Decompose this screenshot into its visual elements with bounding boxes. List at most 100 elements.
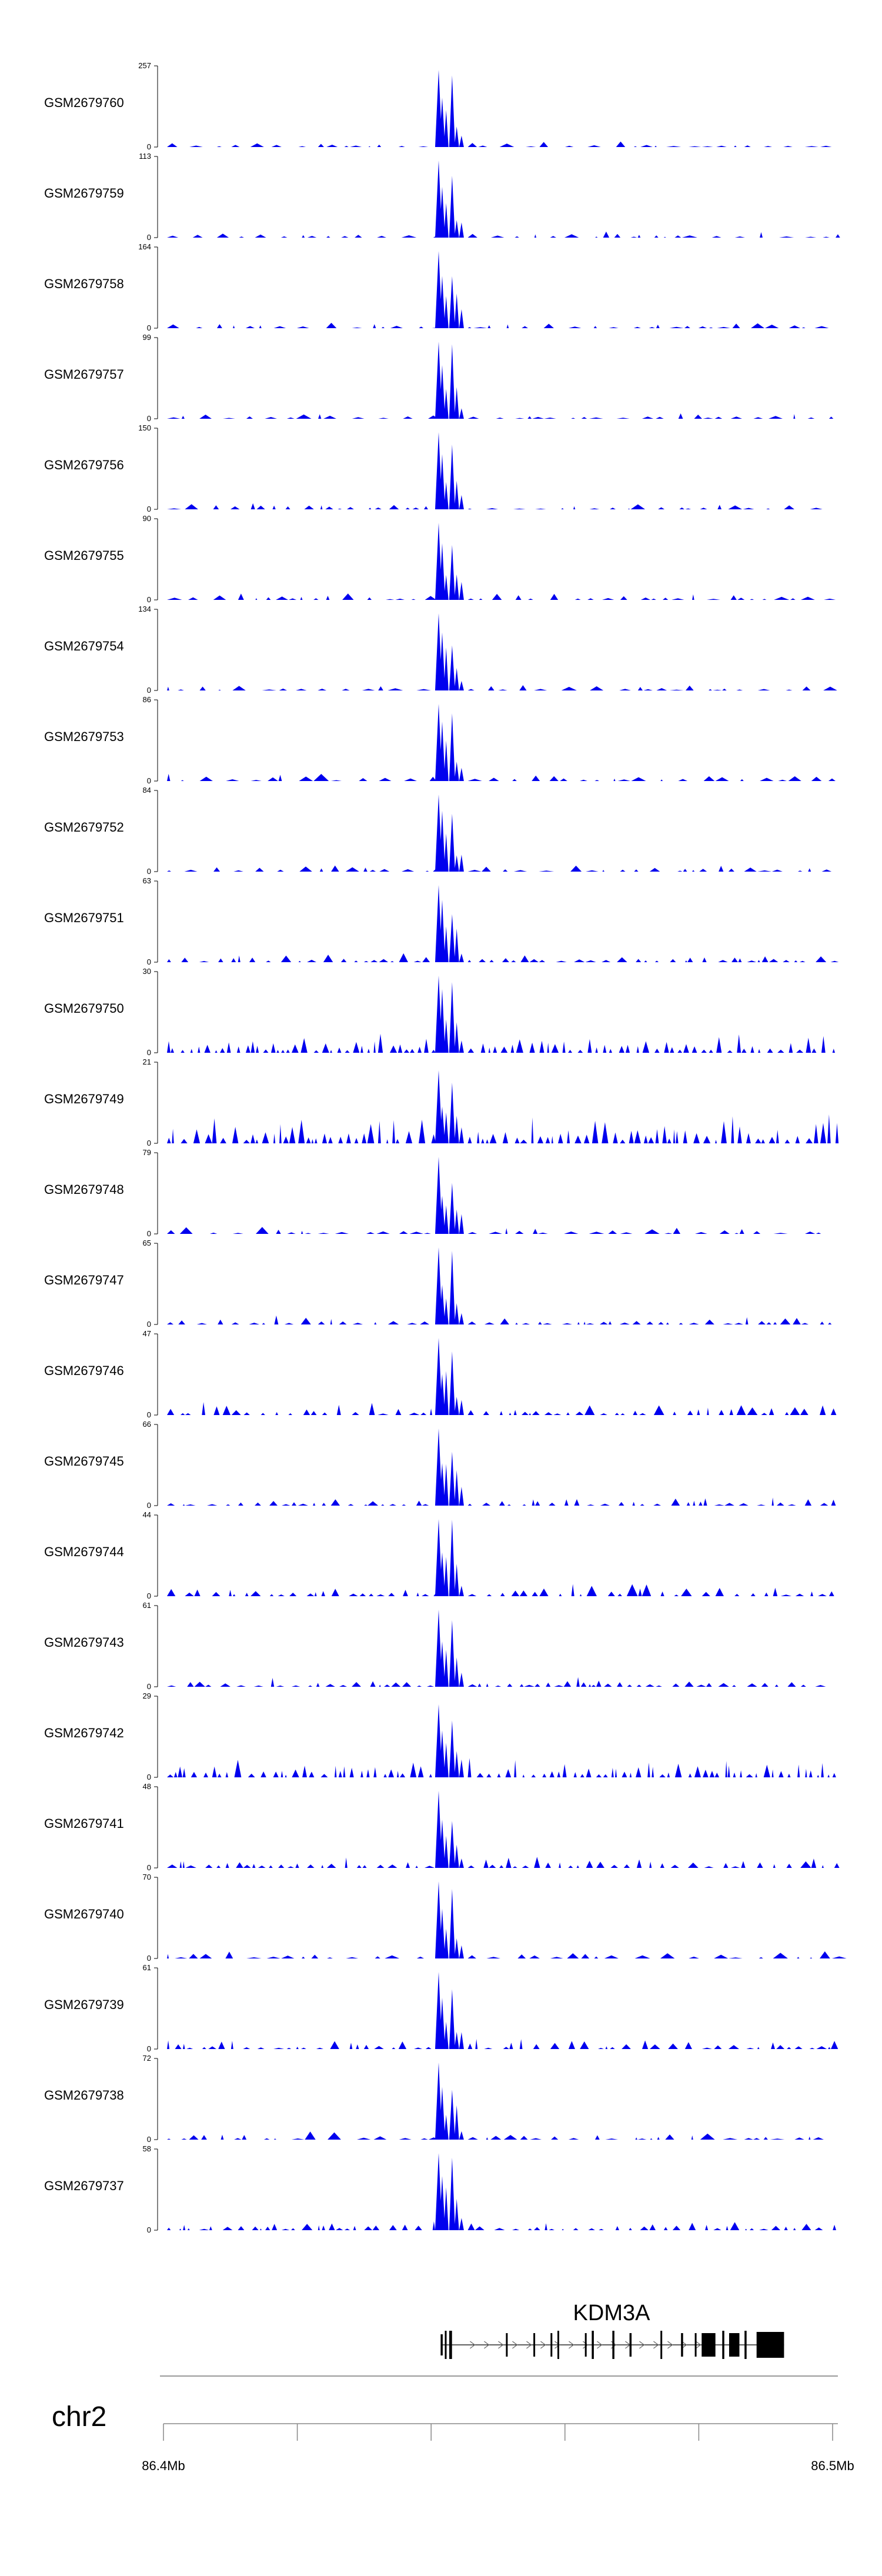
y-max-label: 113 (139, 152, 151, 161)
signal-background (165, 1227, 838, 1234)
signal-background (165, 1315, 838, 1324)
y-min-label: 0 (147, 323, 151, 332)
y-min-label: 0 (147, 142, 151, 151)
signal-peak (435, 1881, 467, 1958)
y-max-label: 164 (138, 242, 151, 251)
gene-exon (756, 2332, 784, 2358)
track-label: GSM2679737 (44, 2178, 124, 2193)
track-GSM2679745: GSM2679745 66 0 (44, 1420, 838, 1510)
strand-arrow (498, 2341, 504, 2349)
y-min-label: 0 (147, 1139, 151, 1147)
track-GSM2679757: GSM2679757 99 0 (44, 333, 838, 423)
strand-arrow (667, 2341, 673, 2349)
gene-exon (694, 2333, 697, 2357)
y-max-label: 79 (143, 1148, 151, 1157)
y-min-label: 0 (147, 957, 151, 966)
signal-peak (435, 160, 467, 238)
y-min-label: 0 (147, 1954, 151, 1963)
track-label: GSM2679757 (44, 367, 124, 382)
y-min-label: 0 (147, 505, 151, 513)
y-max-label: 86 (143, 695, 151, 704)
gene-label: KDM3A (573, 2301, 651, 2325)
y-min-label: 0 (147, 595, 151, 604)
track-label: GSM2679752 (44, 820, 124, 835)
signal-peak (435, 522, 467, 600)
track-label: GSM2679755 (44, 548, 124, 563)
gene-exon (506, 2333, 508, 2357)
y-max-label: 61 (143, 1601, 151, 1610)
track-label: GSM2679758 (44, 276, 124, 291)
signal-background (165, 141, 838, 147)
y-min-label: 0 (147, 2135, 151, 2144)
track-GSM2679751: GSM2679751 63 0 (44, 876, 839, 966)
signal-background (165, 1758, 838, 1777)
signal-peak (435, 432, 467, 509)
y-max-label: 72 (143, 2054, 151, 2063)
signal-peak (435, 2062, 467, 2140)
signal-background (165, 1497, 838, 1506)
y-max-label: 47 (143, 1329, 151, 1338)
track-GSM2679750: GSM2679750 30 0 (44, 967, 838, 1057)
gene-exon (681, 2333, 683, 2357)
signal-background (165, 503, 838, 509)
signal-peak (435, 794, 467, 872)
signal-background (165, 231, 840, 238)
gene-model-kdm3a (440, 2331, 784, 2359)
signal-background (165, 1951, 847, 1958)
signal-peak (435, 703, 467, 781)
gene-exon (557, 2331, 559, 2359)
axis-end-label: 86.5Mb (811, 2458, 854, 2473)
y-max-label: 150 (138, 423, 151, 432)
track-GSM2679758: GSM2679758 164 0 (44, 242, 838, 332)
y-min-label: 0 (147, 1229, 151, 1238)
track-label: GSM2679739 (44, 1997, 124, 2012)
track-GSM2679743: GSM2679743 61 0 (44, 1601, 838, 1691)
y-min-label: 0 (147, 414, 151, 423)
gene-exon (449, 2331, 452, 2359)
y-min-label: 0 (147, 1410, 151, 1419)
y-min-label: 0 (147, 1501, 151, 1510)
gene-track: KDM3A (440, 2301, 784, 2359)
y-max-label: 99 (143, 333, 151, 342)
strand-arrow (597, 2341, 603, 2349)
track-GSM2679744: GSM2679744 44 0 (44, 1510, 838, 1600)
track-GSM2679748: GSM2679748 79 0 (44, 1148, 838, 1238)
gene-exon (629, 2333, 632, 2357)
gene-exon (701, 2333, 716, 2357)
signal-peak (435, 1428, 467, 1506)
signal-peak (435, 2153, 467, 2230)
track-GSM2679741: GSM2679741 48 0 (44, 1782, 840, 1872)
track-label: GSM2679751 (44, 910, 124, 925)
y-max-label: 58 (143, 2144, 151, 2153)
signal-peak (435, 341, 467, 419)
track-label: GSM2679745 (44, 1454, 124, 1469)
y-max-label: 48 (143, 1782, 151, 1791)
track-label: GSM2679749 (44, 1092, 124, 1106)
strand-arrow (484, 2341, 490, 2349)
signal-peak (435, 1156, 467, 1234)
y-min-label: 0 (147, 867, 151, 876)
track-label: GSM2679756 (44, 458, 124, 472)
y-max-label: 70 (143, 1873, 151, 1881)
track-GSM2679755: GSM2679755 90 0 (44, 514, 838, 604)
gene-exon (722, 2331, 724, 2359)
track-label: GSM2679748 (44, 1182, 124, 1197)
signal-background (165, 2038, 838, 2049)
gene-exon (729, 2333, 740, 2357)
track-label: GSM2679747 (44, 1273, 124, 1287)
signal-background (165, 2221, 838, 2230)
signal-tracks: GSM26797602570GSM26797591130GSM267975816… (44, 61, 847, 2234)
y-max-label: 257 (138, 61, 151, 70)
track-GSM2679738: GSM2679738 72 0 (44, 2054, 838, 2144)
signal-background (165, 322, 838, 328)
y-min-label: 0 (147, 1048, 151, 1057)
track-GSM2679747: GSM2679747 65 0 (44, 1239, 838, 1329)
strand-arrow (696, 2341, 701, 2349)
signal-peak (435, 975, 467, 1053)
y-min-label: 0 (147, 2044, 151, 2053)
signal-background (165, 773, 838, 781)
signal-background (165, 1402, 838, 1415)
strand-arrow (512, 2341, 518, 2349)
signal-background (165, 1677, 838, 1687)
